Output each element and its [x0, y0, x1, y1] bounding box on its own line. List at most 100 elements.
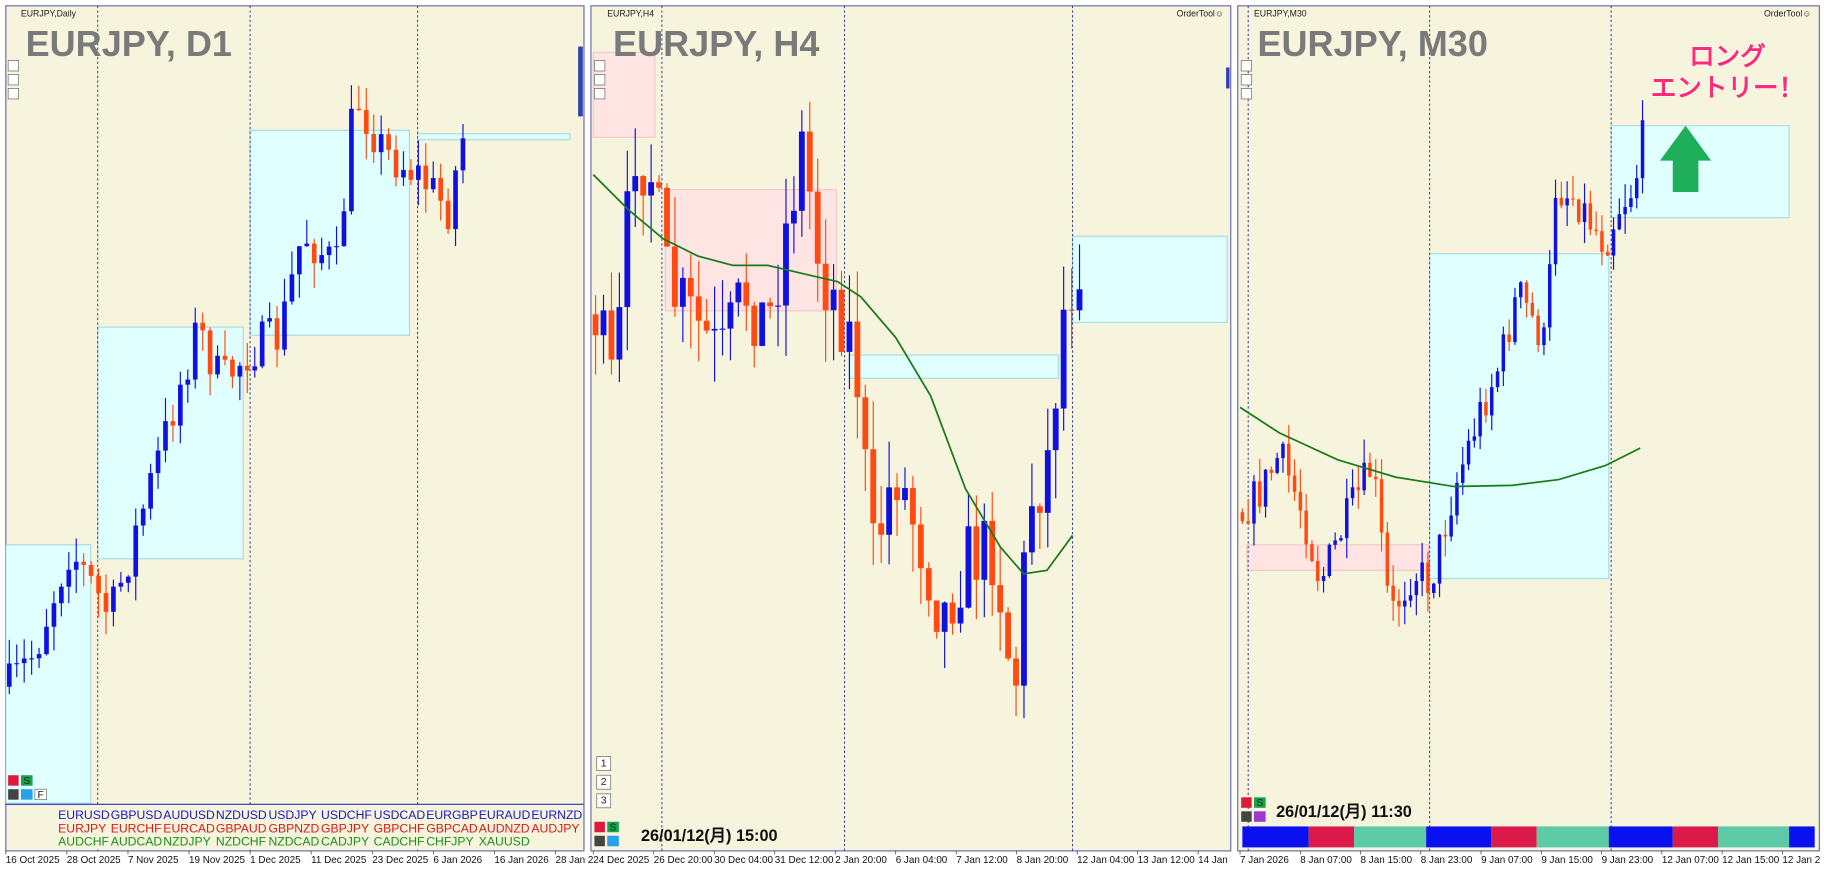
number-button[interactable]: [596, 774, 612, 790]
symbol-button[interactable]: NZDCAD: [268, 834, 319, 848]
candle: [51, 603, 57, 627]
tool-button[interactable]: [594, 835, 605, 847]
scroll-button[interactable]: [7, 88, 19, 100]
scroll-button[interactable]: [7, 60, 19, 72]
symbol-button[interactable]: AUDJPY: [531, 821, 579, 835]
candle: [118, 582, 124, 587]
symbol-button[interactable]: AUDNZD: [479, 821, 530, 835]
candle: [1565, 198, 1569, 206]
scrollbar[interactable]: [1226, 67, 1230, 89]
symbol-button[interactable]: XAUUSD: [479, 834, 530, 848]
close-button[interactable]: [1241, 797, 1252, 808]
scroll-button[interactable]: [7, 74, 19, 86]
scroll-button[interactable]: [1240, 88, 1253, 100]
s-button[interactable]: [20, 775, 33, 786]
symbol-button[interactable]: NZDUSD: [216, 808, 267, 822]
order-tool[interactable]: OrderTool☺: [1177, 8, 1224, 18]
symbol-button[interactable]: GBPNZD: [268, 821, 319, 835]
candle: [1052, 408, 1059, 451]
candle: [957, 607, 964, 624]
symbol-button[interactable]: GBPCAD: [426, 821, 478, 835]
tool-button[interactable]: [1241, 811, 1252, 822]
window-title: EURJPY,M30: [1254, 8, 1307, 18]
s-button[interactable]: [607, 821, 619, 833]
close-button[interactable]: [594, 821, 605, 833]
symbol-button[interactable]: USDCAD: [374, 808, 426, 822]
time-label: 12 Jan 2: [1782, 855, 1820, 866]
f-button[interactable]: [34, 788, 47, 801]
candle: [1547, 264, 1552, 328]
candle: [1310, 544, 1314, 561]
scroll-button[interactable]: [1240, 74, 1253, 86]
symbol-button[interactable]: GBPAUD: [216, 821, 267, 835]
moving-average: [1239, 406, 1641, 488]
symbol-button[interactable]: AUDCAD: [111, 834, 163, 848]
symbol-button[interactable]: CADCHF: [374, 834, 425, 848]
candle: [973, 526, 980, 580]
symbol-button[interactable]: NZDJPY: [163, 834, 210, 848]
chart-window[interactable]: [590, 5, 1232, 852]
symbol-button[interactable]: NZDCHF: [216, 834, 266, 848]
symbol-button[interactable]: EURCHF: [111, 821, 162, 835]
symbol-button[interactable]: EURJPY: [58, 821, 106, 835]
candle: [416, 165, 421, 180]
tool-button[interactable]: [8, 789, 19, 800]
number-button[interactable]: [596, 756, 612, 771]
candle: [1036, 506, 1043, 513]
chart-area: EURUSD GBPUSD AUDUSD NZDUSD USDJPY USDCHF USDC…: [5, 5, 584, 851]
bar-segment: [1354, 826, 1427, 848]
scroll-button[interactable]: [594, 74, 606, 86]
symbol-button[interactable]: USDCHF: [321, 808, 372, 822]
time-label: 23 Dec 2025: [372, 855, 428, 866]
candle: [297, 246, 302, 275]
tool-button[interactable]: [1254, 811, 1266, 822]
candle: [910, 488, 916, 525]
symbol-button[interactable]: GBPCHF: [374, 821, 425, 835]
symbol-button[interactable]: CADJPY: [321, 834, 369, 848]
symbol-button[interactable]: AUDUSD: [163, 808, 215, 822]
bar-segment: [1672, 826, 1719, 848]
candle: [148, 473, 153, 509]
candle: [806, 131, 813, 192]
scroll-button[interactable]: [1240, 60, 1253, 72]
symbol-button[interactable]: GBPJPY: [321, 821, 369, 835]
candle: [349, 108, 354, 212]
bar-segment: [1426, 826, 1492, 848]
candle: [29, 658, 34, 660]
candle: [1443, 534, 1448, 537]
candle: [1327, 544, 1332, 577]
button-label: 1: [601, 758, 607, 769]
tool-button[interactable]: [20, 789, 33, 800]
symbol-button[interactable]: CHFJPY: [426, 834, 473, 848]
candle: [1029, 506, 1035, 553]
time-label: 12 Jan 07:00: [1662, 855, 1720, 866]
candle: [111, 586, 116, 612]
candle: [155, 450, 161, 474]
symbol-button[interactable]: AUDCHF: [58, 834, 109, 848]
symbol-label: EURJPY, D1: [26, 23, 232, 64]
s-button[interactable]: [1254, 797, 1266, 808]
candle: [1414, 580, 1419, 596]
candle: [1605, 251, 1610, 256]
candle: [1600, 231, 1604, 252]
symbol-button[interactable]: EURGBP: [426, 808, 478, 822]
close-button[interactable]: [8, 775, 19, 786]
scrollbar[interactable]: [578, 46, 583, 117]
order-tool[interactable]: OrderTool☺: [1764, 8, 1811, 18]
candle: [1576, 199, 1581, 223]
candle: [1513, 297, 1517, 342]
symbol-button[interactable]: EURUSD: [58, 808, 110, 822]
candle: [1524, 282, 1529, 303]
symbol-button[interactable]: EURAUD: [479, 808, 531, 822]
candle: [81, 561, 87, 565]
number-button[interactable]: [596, 793, 612, 809]
scroll-button[interactable]: [594, 88, 606, 100]
symbol-button[interactable]: USDJPY: [268, 808, 316, 822]
tool-button[interactable]: [607, 835, 619, 847]
symbol-button[interactable]: EURNZD: [531, 808, 582, 822]
symbol-button[interactable]: GBPUSD: [111, 808, 163, 822]
scroll-button[interactable]: [594, 60, 606, 72]
toolbar: S F 1 2 3 S S: [7, 60, 1266, 847]
symbol-button[interactable]: EURCAD: [163, 821, 215, 835]
button-label: 2: [601, 777, 607, 788]
